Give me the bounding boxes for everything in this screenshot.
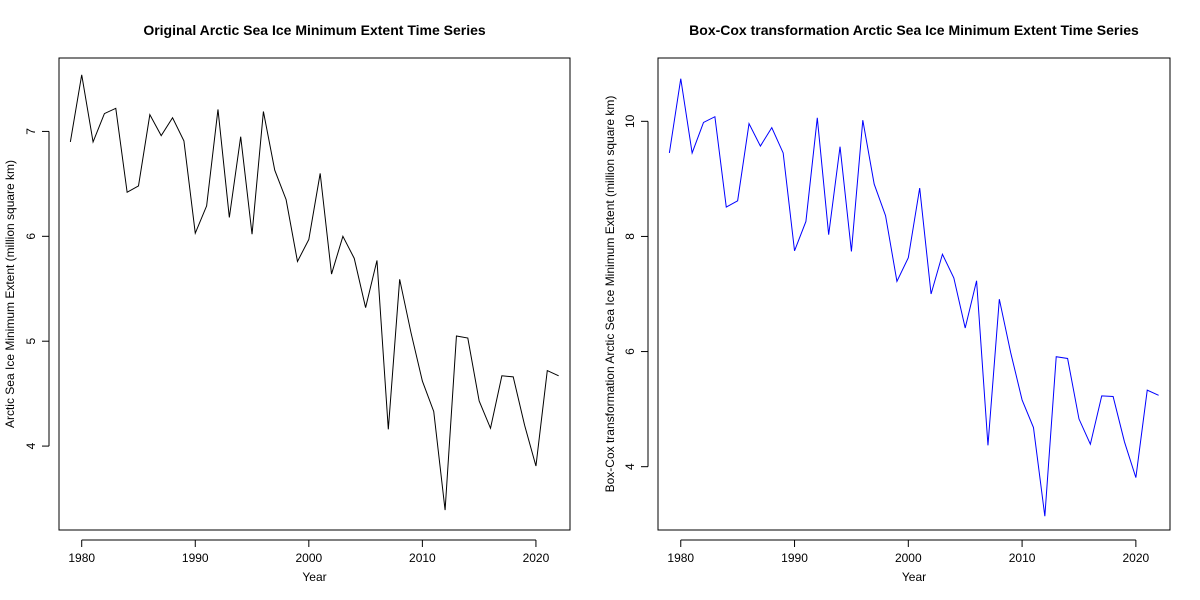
- plot-frame: [58, 57, 571, 531]
- x-tick-label: 2000: [295, 551, 322, 565]
- chart-original: Original Arctic Sea Ice Minimum Extent T…: [3, 22, 571, 584]
- series-line: [69, 74, 559, 511]
- x-axis-label: Year: [902, 570, 926, 584]
- x-tick-label: 1980: [667, 551, 694, 565]
- x-tick-label: 2010: [1009, 551, 1036, 565]
- y-tick-label: 6: [24, 233, 38, 240]
- chart-boxcox: Box-Cox transformation Arctic Sea Ice Mi…: [603, 22, 1171, 584]
- x-axis-label: Year: [302, 570, 326, 584]
- y-axis-label: Box-Cox transformation Arctic Sea Ice Mi…: [603, 96, 617, 493]
- x-tick-label: 2000: [895, 551, 922, 565]
- y-tick-label: 7: [24, 128, 38, 135]
- y-tick-label: 6: [623, 348, 637, 355]
- series-line: [668, 78, 1159, 517]
- x-tick-label: 1980: [68, 551, 95, 565]
- y-tick-label: 4: [623, 463, 637, 470]
- y-tick-label: 4: [24, 442, 38, 449]
- x-tick-label: 2020: [523, 551, 550, 565]
- y-tick-label: 5: [24, 338, 38, 345]
- y-tick-label: 10: [623, 114, 637, 128]
- y-axis-label: Arctic Sea Ice Minimum Extent (million s…: [3, 160, 17, 428]
- plot-frame: [657, 57, 1171, 531]
- x-tick-label: 1990: [781, 551, 808, 565]
- x-tick-label: 2010: [409, 551, 436, 565]
- chart-title: Box-Cox transformation Arctic Sea Ice Mi…: [689, 22, 1139, 38]
- chart-title: Original Arctic Sea Ice Minimum Extent T…: [143, 22, 486, 38]
- x-tick-label: 1990: [182, 551, 209, 565]
- x-tick-label: 2020: [1123, 551, 1150, 565]
- y-tick-label: 8: [623, 233, 637, 240]
